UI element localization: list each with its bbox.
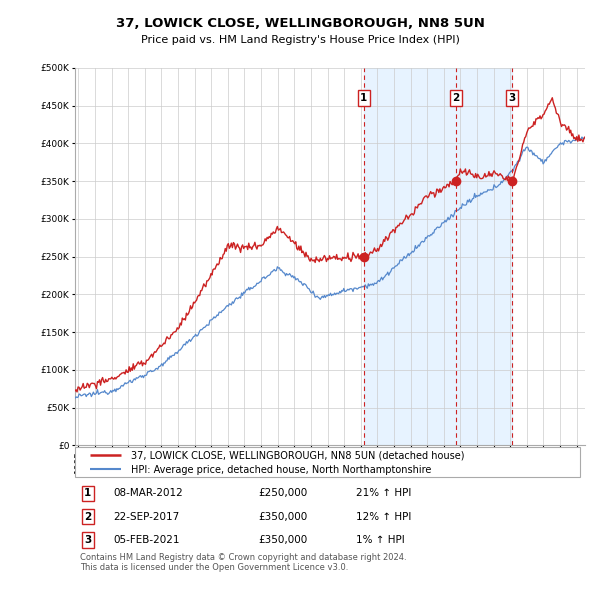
- Text: 2: 2: [84, 512, 91, 522]
- Text: 1: 1: [360, 93, 368, 103]
- Text: Price paid vs. HM Land Registry's House Price Index (HPI): Price paid vs. HM Land Registry's House …: [140, 35, 460, 45]
- Bar: [364, 68, 512, 445]
- Text: 37, LOWICK CLOSE, WELLINGBOROUGH, NN8 5UN: 37, LOWICK CLOSE, WELLINGBOROUGH, NN8 5U…: [116, 17, 484, 30]
- Text: HPI: Average price, detached house, North Northamptonshire: HPI: Average price, detached house, Nort…: [131, 465, 431, 475]
- Text: 1% ↑ HPI: 1% ↑ HPI: [355, 535, 404, 545]
- Text: 3: 3: [84, 535, 91, 545]
- Text: £350,000: £350,000: [259, 535, 308, 545]
- Text: 1: 1: [84, 488, 91, 498]
- Text: 08-MAR-2012: 08-MAR-2012: [113, 488, 183, 498]
- Text: 37, LOWICK CLOSE, WELLINGBOROUGH, NN8 5UN (detached house): 37, LOWICK CLOSE, WELLINGBOROUGH, NN8 5U…: [131, 450, 464, 460]
- Text: £350,000: £350,000: [259, 512, 308, 522]
- FancyBboxPatch shape: [75, 447, 580, 477]
- Text: 21% ↑ HPI: 21% ↑ HPI: [355, 488, 411, 498]
- Text: 22-SEP-2017: 22-SEP-2017: [113, 512, 179, 522]
- Text: £250,000: £250,000: [259, 488, 308, 498]
- Text: 2: 2: [452, 93, 460, 103]
- Text: 12% ↑ HPI: 12% ↑ HPI: [355, 512, 411, 522]
- Text: 05-FEB-2021: 05-FEB-2021: [113, 535, 180, 545]
- Text: Contains HM Land Registry data © Crown copyright and database right 2024.
This d: Contains HM Land Registry data © Crown c…: [80, 553, 407, 572]
- Text: 3: 3: [508, 93, 515, 103]
